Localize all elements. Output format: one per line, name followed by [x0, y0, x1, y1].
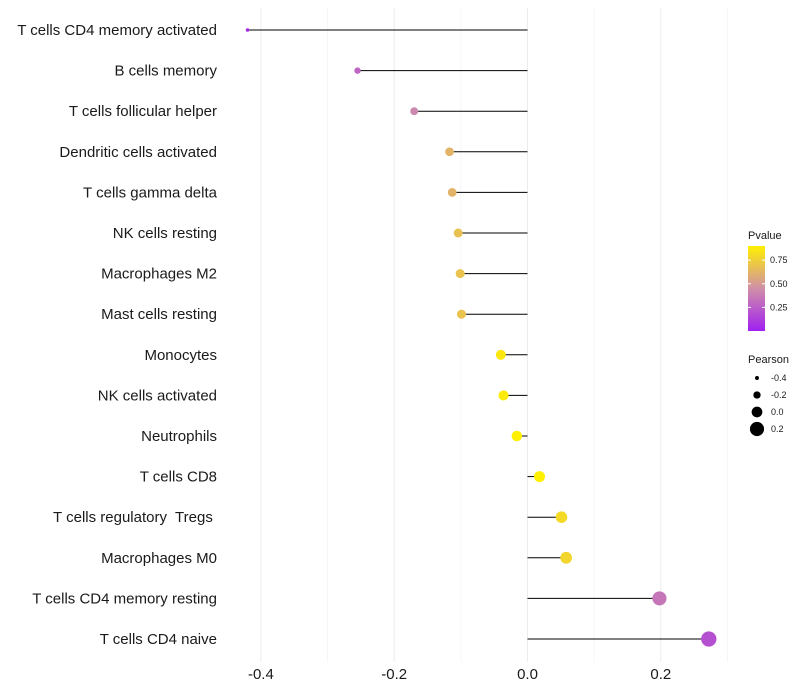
lollipop-point [555, 511, 568, 524]
lollipop-point [652, 591, 667, 606]
lollipop-point [495, 349, 506, 360]
grid-lines [260, 8, 728, 662]
y-tick-label: B cells memory [114, 63, 217, 80]
pvalue-legend-title: Pvalue [748, 230, 782, 242]
size-legend-point [751, 406, 763, 418]
y-tick-label: NK cells activated [98, 387, 217, 404]
x-tick-label: 0.0 [517, 666, 538, 683]
size-legend-label: 0.0 [771, 407, 784, 417]
x-axis-ticks: -0.4 -0.2 0.0 0.2 [248, 666, 671, 683]
lollipop-point [245, 28, 250, 32]
size-legend-label: -0.2 [771, 390, 787, 400]
lollipop-point [410, 107, 419, 116]
x-tick-label: -0.4 [248, 666, 274, 683]
y-tick-label: T cells regulatory Tregs [53, 509, 217, 526]
lollipop-point [447, 187, 457, 197]
y-tick-label: T cells CD8 [140, 469, 217, 486]
lollipop-stems [247, 29, 709, 640]
y-tick-label: Neutrophils [141, 428, 217, 445]
size-legend-point [753, 391, 761, 399]
lollipop-point [701, 631, 717, 647]
colorbar-tick-label: 0.25 [770, 302, 788, 312]
lollipop-point [511, 430, 523, 442]
size-legend-label: 0.2 [771, 424, 784, 434]
x-tick-label: 0.2 [650, 666, 671, 683]
y-tick-label: Dendritic cells activated [59, 144, 217, 161]
y-tick-label: T cells follicular helper [69, 103, 217, 120]
lollipop-point [455, 269, 465, 279]
lollipop-points [245, 28, 717, 647]
y-axis-labels: T cells CD4 memory activated B cells memo… [17, 22, 217, 648]
colorbar-tick-label: 0.75 [770, 255, 788, 265]
y-tick-label: Macrophages M2 [101, 266, 217, 283]
y-tick-label: T cells CD4 memory activated [17, 22, 217, 39]
lollipop-point [354, 67, 361, 74]
y-tick-label: Mast cells resting [101, 306, 217, 323]
y-tick-label: NK cells resting [113, 225, 217, 242]
pvalue-colorbar [748, 246, 765, 331]
y-tick-label: Monocytes [144, 347, 217, 364]
pearson-legend: Pearson -0.4 -0.2 0.0 0.2 [748, 354, 789, 437]
pvalue-legend: Pvalue 0.25 0.50 0.75 [748, 230, 788, 331]
size-legend-point [749, 421, 765, 437]
lollipop-point [533, 471, 546, 483]
x-tick-label: -0.2 [381, 666, 407, 683]
size-legend-label: -0.4 [771, 373, 787, 383]
pearson-legend-title: Pearson [748, 354, 789, 366]
lollipop-point [560, 551, 573, 564]
size-legend-point [755, 376, 759, 380]
y-tick-label: T cells CD4 memory resting [32, 590, 217, 607]
y-tick-label: T cells CD4 naive [100, 631, 217, 648]
lollipop-point [498, 390, 509, 401]
lollipop-point [456, 309, 467, 319]
lollipop-point [453, 228, 463, 238]
y-tick-label: Macrophages M0 [101, 550, 217, 567]
pearson-legend-items: -0.4 -0.2 0.0 0.2 [749, 373, 787, 437]
pvalue-legend-ticks: 0.25 0.50 0.75 [748, 255, 788, 312]
colorbar-tick-label: 0.50 [770, 279, 788, 289]
y-tick-label: T cells gamma delta [83, 184, 218, 201]
lollipop-point [445, 147, 454, 157]
